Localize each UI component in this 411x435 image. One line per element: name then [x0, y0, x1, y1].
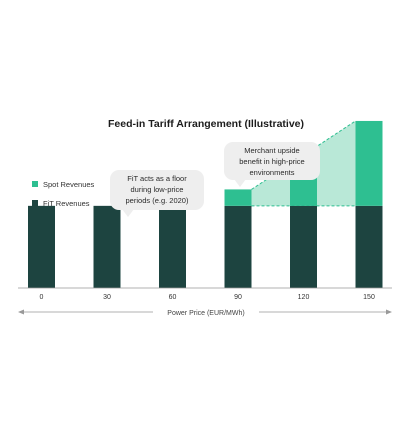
x-tick-label-30: 30 — [103, 294, 111, 301]
bar-fit-60 — [159, 205, 186, 288]
x-tick-label-90: 90 — [234, 294, 242, 301]
x-axis-label: Power Price (EUR/MWh) — [167, 310, 244, 317]
callout-fit-floor-line-2: during low-price — [131, 185, 184, 194]
callout-fit-floor-pointer — [122, 209, 134, 217]
arrow-left-icon — [18, 309, 24, 315]
callout-merchant-upside-line-2: benefit in high-price — [239, 157, 304, 166]
bar-spot-90 — [224, 189, 252, 206]
callout-fit-floor: FiT acts as a floor during low-price per… — [110, 170, 204, 217]
arrow-right-icon — [386, 309, 392, 315]
chart-title: Feed-in Tariff Arrangement (Illustrative… — [108, 118, 304, 130]
bar-fit-30 — [93, 205, 121, 288]
x-tick-label-120: 120 — [298, 294, 310, 301]
callout-fit-floor-line-3: periods (e.g. 2020) — [126, 196, 189, 205]
callout-merchant-upside-line-1: Merchant upside — [244, 146, 299, 155]
legend-label-fit: FiT Revenues — [43, 199, 90, 208]
callout-merchant-upside-pointer — [234, 179, 246, 187]
bar-fit-90 — [224, 205, 252, 288]
callout-fit-floor-box — [110, 170, 204, 210]
callout-merchant-upside-box — [224, 142, 320, 180]
x-tick-label-0: 0 — [40, 294, 44, 301]
axis-label-bg — [153, 305, 259, 319]
legend-swatch-fit — [32, 200, 38, 206]
legend-swatch-spot — [32, 181, 38, 187]
callout-merchant-upside: Merchant upside benefit in high-price en… — [224, 142, 320, 187]
callout-fit-floor-line-1: FiT acts as a floor — [127, 174, 187, 183]
bar-spot-150 — [355, 120, 383, 206]
x-tick-label-150: 150 — [363, 294, 375, 301]
legend-label-spot: Spot Revenues — [43, 180, 95, 189]
bar-fit-0 — [28, 205, 55, 288]
callout-merchant-upside-line-3: environments — [249, 168, 294, 177]
bar-fit-150 — [355, 205, 383, 288]
x-tick-label-60: 60 — [169, 294, 177, 301]
bar-fit-120 — [290, 205, 317, 288]
